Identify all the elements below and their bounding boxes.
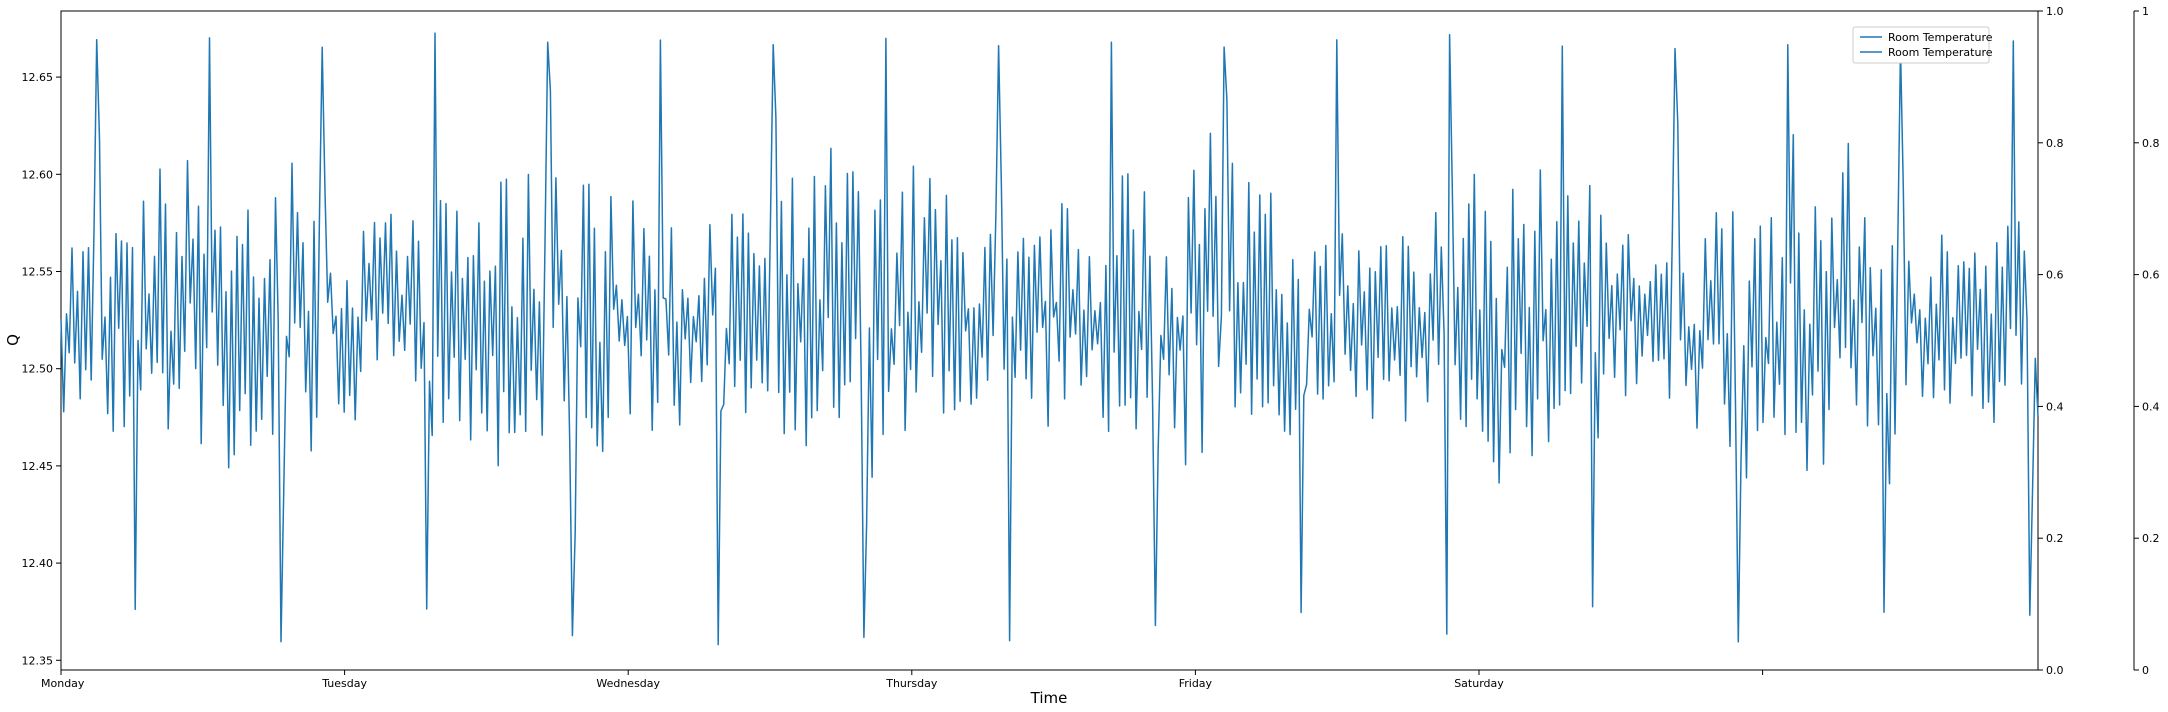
twin2-tick-label: 0.6 xyxy=(2142,269,2160,282)
twin2-tick-label: 0.4 xyxy=(2142,400,2160,413)
x-tick-label: Wednesday xyxy=(596,677,660,690)
x-tick-label: Monday xyxy=(41,677,85,690)
x-tick-label: Saturday xyxy=(1454,677,1504,690)
y-axis-left: 12.35 12.40 12.45 12.50 12.55 12.60 12.65 xyxy=(22,71,61,667)
x-tick-label: Friday xyxy=(1179,677,1213,690)
twin2-tick-label: 1 xyxy=(2142,5,2149,18)
y-tick-label: 12.65 xyxy=(22,71,54,84)
twin1-tick-label: 0.4 xyxy=(2046,400,2064,413)
y-tick-label: 12.50 xyxy=(22,363,54,376)
twin1-tick-label: 0.8 xyxy=(2046,137,2064,150)
x-tick-label: Tuesday xyxy=(321,677,367,690)
series-line-room-temperature xyxy=(60,32,2039,646)
y-tick-label: 12.55 xyxy=(22,265,54,278)
x-tick-label: Thursday xyxy=(885,677,938,690)
legend-label-2: Room Temperature xyxy=(1888,46,1993,59)
twin2-tick-label: 0.8 xyxy=(2142,137,2160,150)
legend: Room Temperature Room Temperature xyxy=(1852,26,1993,64)
y-axis-right-2: 0 0.2 0.4 0.6 0.8 1 xyxy=(2134,5,2160,677)
legend-label-1: Room Temperature xyxy=(1888,31,1993,44)
legend-box xyxy=(1852,26,1990,64)
y-axis-title: Q xyxy=(4,334,22,346)
twin1-tick-label: 0.6 xyxy=(2046,269,2064,282)
twin2-tick-label: 0.2 xyxy=(2142,532,2160,545)
twin1-tick-label: 0.2 xyxy=(2046,532,2064,545)
twin1-tick-label: 0.0 xyxy=(2046,664,2064,677)
y-tick-label: 12.35 xyxy=(22,654,54,667)
twin1-tick-label: 1.0 xyxy=(2046,5,2064,18)
twin2-tick-label: 0 xyxy=(2142,664,2149,677)
x-axis-title: Time xyxy=(1030,689,1068,707)
y-tick-label: 12.40 xyxy=(22,557,54,570)
y-tick-label: 12.45 xyxy=(22,460,54,473)
x-axis: Monday Tuesday Wednesday Thursday Friday Satu… xyxy=(41,670,1764,690)
y-axis-right-1: 0.0 0.2 0.4 0.6 0.8 1.0 xyxy=(2038,5,2064,677)
y-tick-label: 12.60 xyxy=(22,168,54,181)
